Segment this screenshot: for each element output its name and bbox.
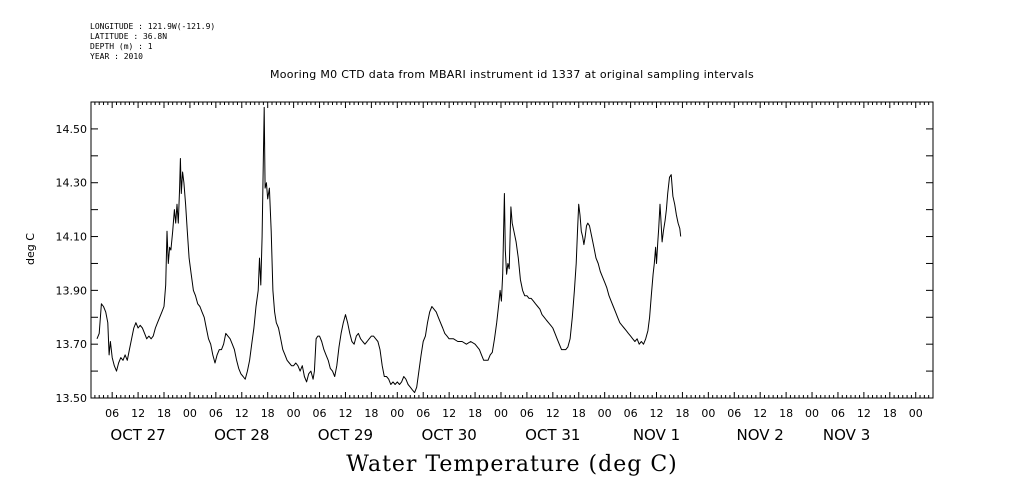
x-hour-tick-label: 18 xyxy=(883,407,897,420)
x-hour-tick-label: 06 xyxy=(727,407,741,420)
x-day-label: OCT 31 xyxy=(525,426,580,444)
x-hour-tick-label: 12 xyxy=(650,407,664,420)
y-tick-label: 14.50 xyxy=(56,123,88,136)
x-hour-tick-label: 12 xyxy=(235,407,249,420)
x-hour-tick-label: 18 xyxy=(157,407,171,420)
x-hour-tick-label: 12 xyxy=(131,407,145,420)
x-hour-tick-label: 00 xyxy=(183,407,197,420)
series-layer xyxy=(96,106,682,394)
x-hour-tick-label: 06 xyxy=(209,407,223,420)
x-hour-tick-label: 00 xyxy=(909,407,923,420)
x-day-label: OCT 28 xyxy=(214,426,269,444)
x-hour-tick-label: 00 xyxy=(805,407,819,420)
y-tick-label: 14.30 xyxy=(56,177,88,190)
x-hour-tick-label: 00 xyxy=(390,407,404,420)
chart-title: Water Temperature (deg C) xyxy=(346,452,678,477)
x-hour-tick-label: 12 xyxy=(753,407,767,420)
x-hour-tick-label: 18 xyxy=(779,407,793,420)
temperature-series-line xyxy=(96,106,682,394)
year-label: YEAR : 2010 xyxy=(90,52,143,61)
y-tick-label: 13.50 xyxy=(56,392,88,405)
x-hour-tick-label: 06 xyxy=(416,407,430,420)
x-hour-tick-label: 12 xyxy=(857,407,871,420)
y-axis-label: deg C xyxy=(24,233,37,265)
y-tick-label: 13.70 xyxy=(56,338,88,351)
chart-subtitle: Mooring M0 CTD data from MBARI instrumen… xyxy=(269,68,755,81)
depth-label: DEPTH (m) : 1 xyxy=(90,42,153,51)
y-tick-label: 13.90 xyxy=(56,284,88,297)
x-day-label: NOV 3 xyxy=(823,426,870,444)
ticks-layer xyxy=(91,101,934,399)
plot-frame xyxy=(90,101,934,399)
x-hour-tick-label: 12 xyxy=(338,407,352,420)
x-hour-tick-label: 00 xyxy=(494,407,508,420)
x-day-label: OCT 29 xyxy=(318,426,373,444)
x-hour-tick-label: 18 xyxy=(261,407,275,420)
x-hour-tick-label: 18 xyxy=(468,407,482,420)
x-day-label: NOV 2 xyxy=(737,426,784,444)
x-hour-tick-label: 06 xyxy=(624,407,638,420)
tick-labels-layer: 13.50 13.70 13.90 14.10 14.30 14.50 06 12 18 00 06… xyxy=(56,123,923,444)
x-hour-tick-label: 12 xyxy=(546,407,560,420)
latitude-label: LATITUDE : 36.8N xyxy=(90,32,168,41)
x-hour-tick-label: 06 xyxy=(105,407,119,420)
x-hour-tick-label: 18 xyxy=(675,407,689,420)
x-hour-tick-label: 00 xyxy=(287,407,301,420)
x-hour-tick-label: 18 xyxy=(364,407,378,420)
x-hour-tick-label: 06 xyxy=(520,407,534,420)
y-tick-label: 14.10 xyxy=(56,231,88,244)
x-hour-tick-label: 12 xyxy=(442,407,456,420)
axes-layer xyxy=(90,101,934,399)
x-hour-tick-label: 18 xyxy=(572,407,586,420)
metadata-block: LONGITUDE : 121.9W(-121.9) LATITUDE : 36… xyxy=(90,22,215,62)
x-day-label: OCT 30 xyxy=(421,426,476,444)
x-hour-tick-label: 00 xyxy=(598,407,612,420)
x-hour-tick-label: 06 xyxy=(313,407,327,420)
x-day-label: NOV 1 xyxy=(633,426,680,444)
x-day-label: OCT 27 xyxy=(110,426,165,444)
x-hour-tick-label: 00 xyxy=(701,407,715,420)
x-hour-tick-label: 06 xyxy=(831,407,845,420)
longitude-label: LONGITUDE : 121.9W(-121.9) xyxy=(90,22,216,31)
